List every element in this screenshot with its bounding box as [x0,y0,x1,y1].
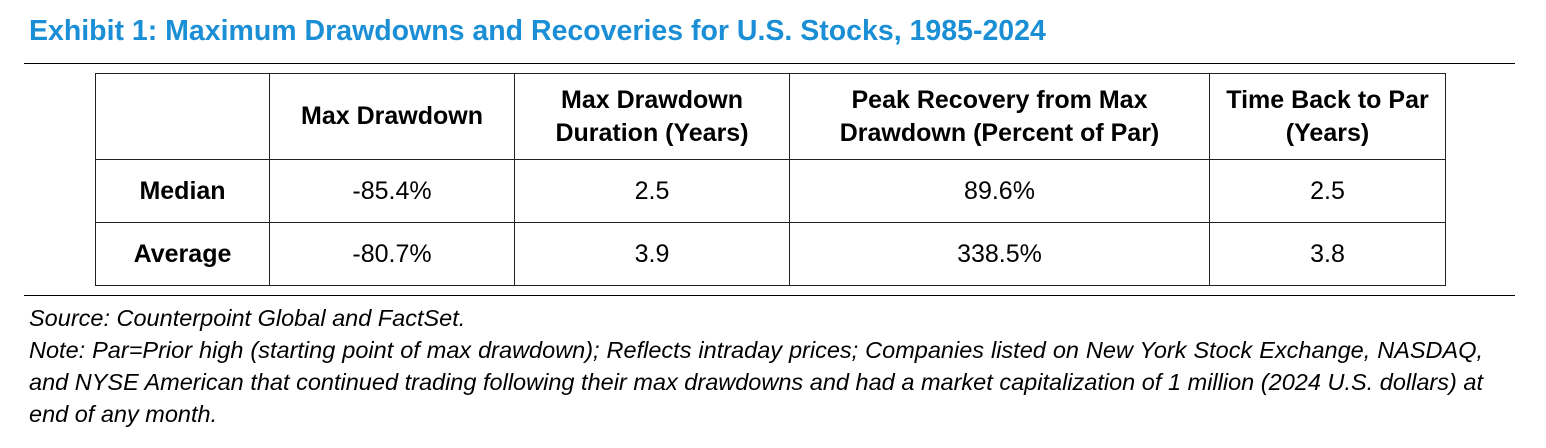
table-cell: 89.6% [789,159,1210,223]
row-label-median: Median [95,159,270,223]
drawdown-table: Max Drawdown Max Drawdown Duration (Year… [95,73,1446,286]
table-cell: -80.7% [269,222,515,286]
table-cell: -85.4% [269,159,515,223]
header-cell-empty [95,73,270,160]
header-cell-peak-recovery: Peak Recovery from Max Drawdown (Percent… [789,73,1210,160]
row-label-average: Average [95,222,270,286]
table-cell: 3.9 [514,222,790,286]
table-row: Average -80.7% 3.9 338.5% 3.8 [95,222,1446,286]
exhibit-title: Exhibit 1: Maximum Drawdowns and Recover… [29,15,1046,47]
bottom-rule [24,295,1515,296]
header-cell-time-back: Time Back to Par (Years) [1209,73,1446,160]
header-cell-max-drawdown: Max Drawdown [269,73,515,160]
table-cell: 338.5% [789,222,1210,286]
table-header-row: Max Drawdown Max Drawdown Duration (Year… [95,73,1446,160]
source-note: Source: Counterpoint Global and FactSet. [29,305,466,331]
table-row: Median -85.4% 2.5 89.6% 2.5 [95,159,1446,223]
notes-block: Source: Counterpoint Global and FactSet.… [29,302,1483,430]
table-cell: 2.5 [514,159,790,223]
header-cell-duration: Max Drawdown Duration (Years) [514,73,790,160]
table-cell: 3.8 [1209,222,1446,286]
top-rule [24,63,1515,64]
table-cell: 2.5 [1209,159,1446,223]
methodology-note: Note: Par=Prior high (starting point of … [29,337,1483,427]
